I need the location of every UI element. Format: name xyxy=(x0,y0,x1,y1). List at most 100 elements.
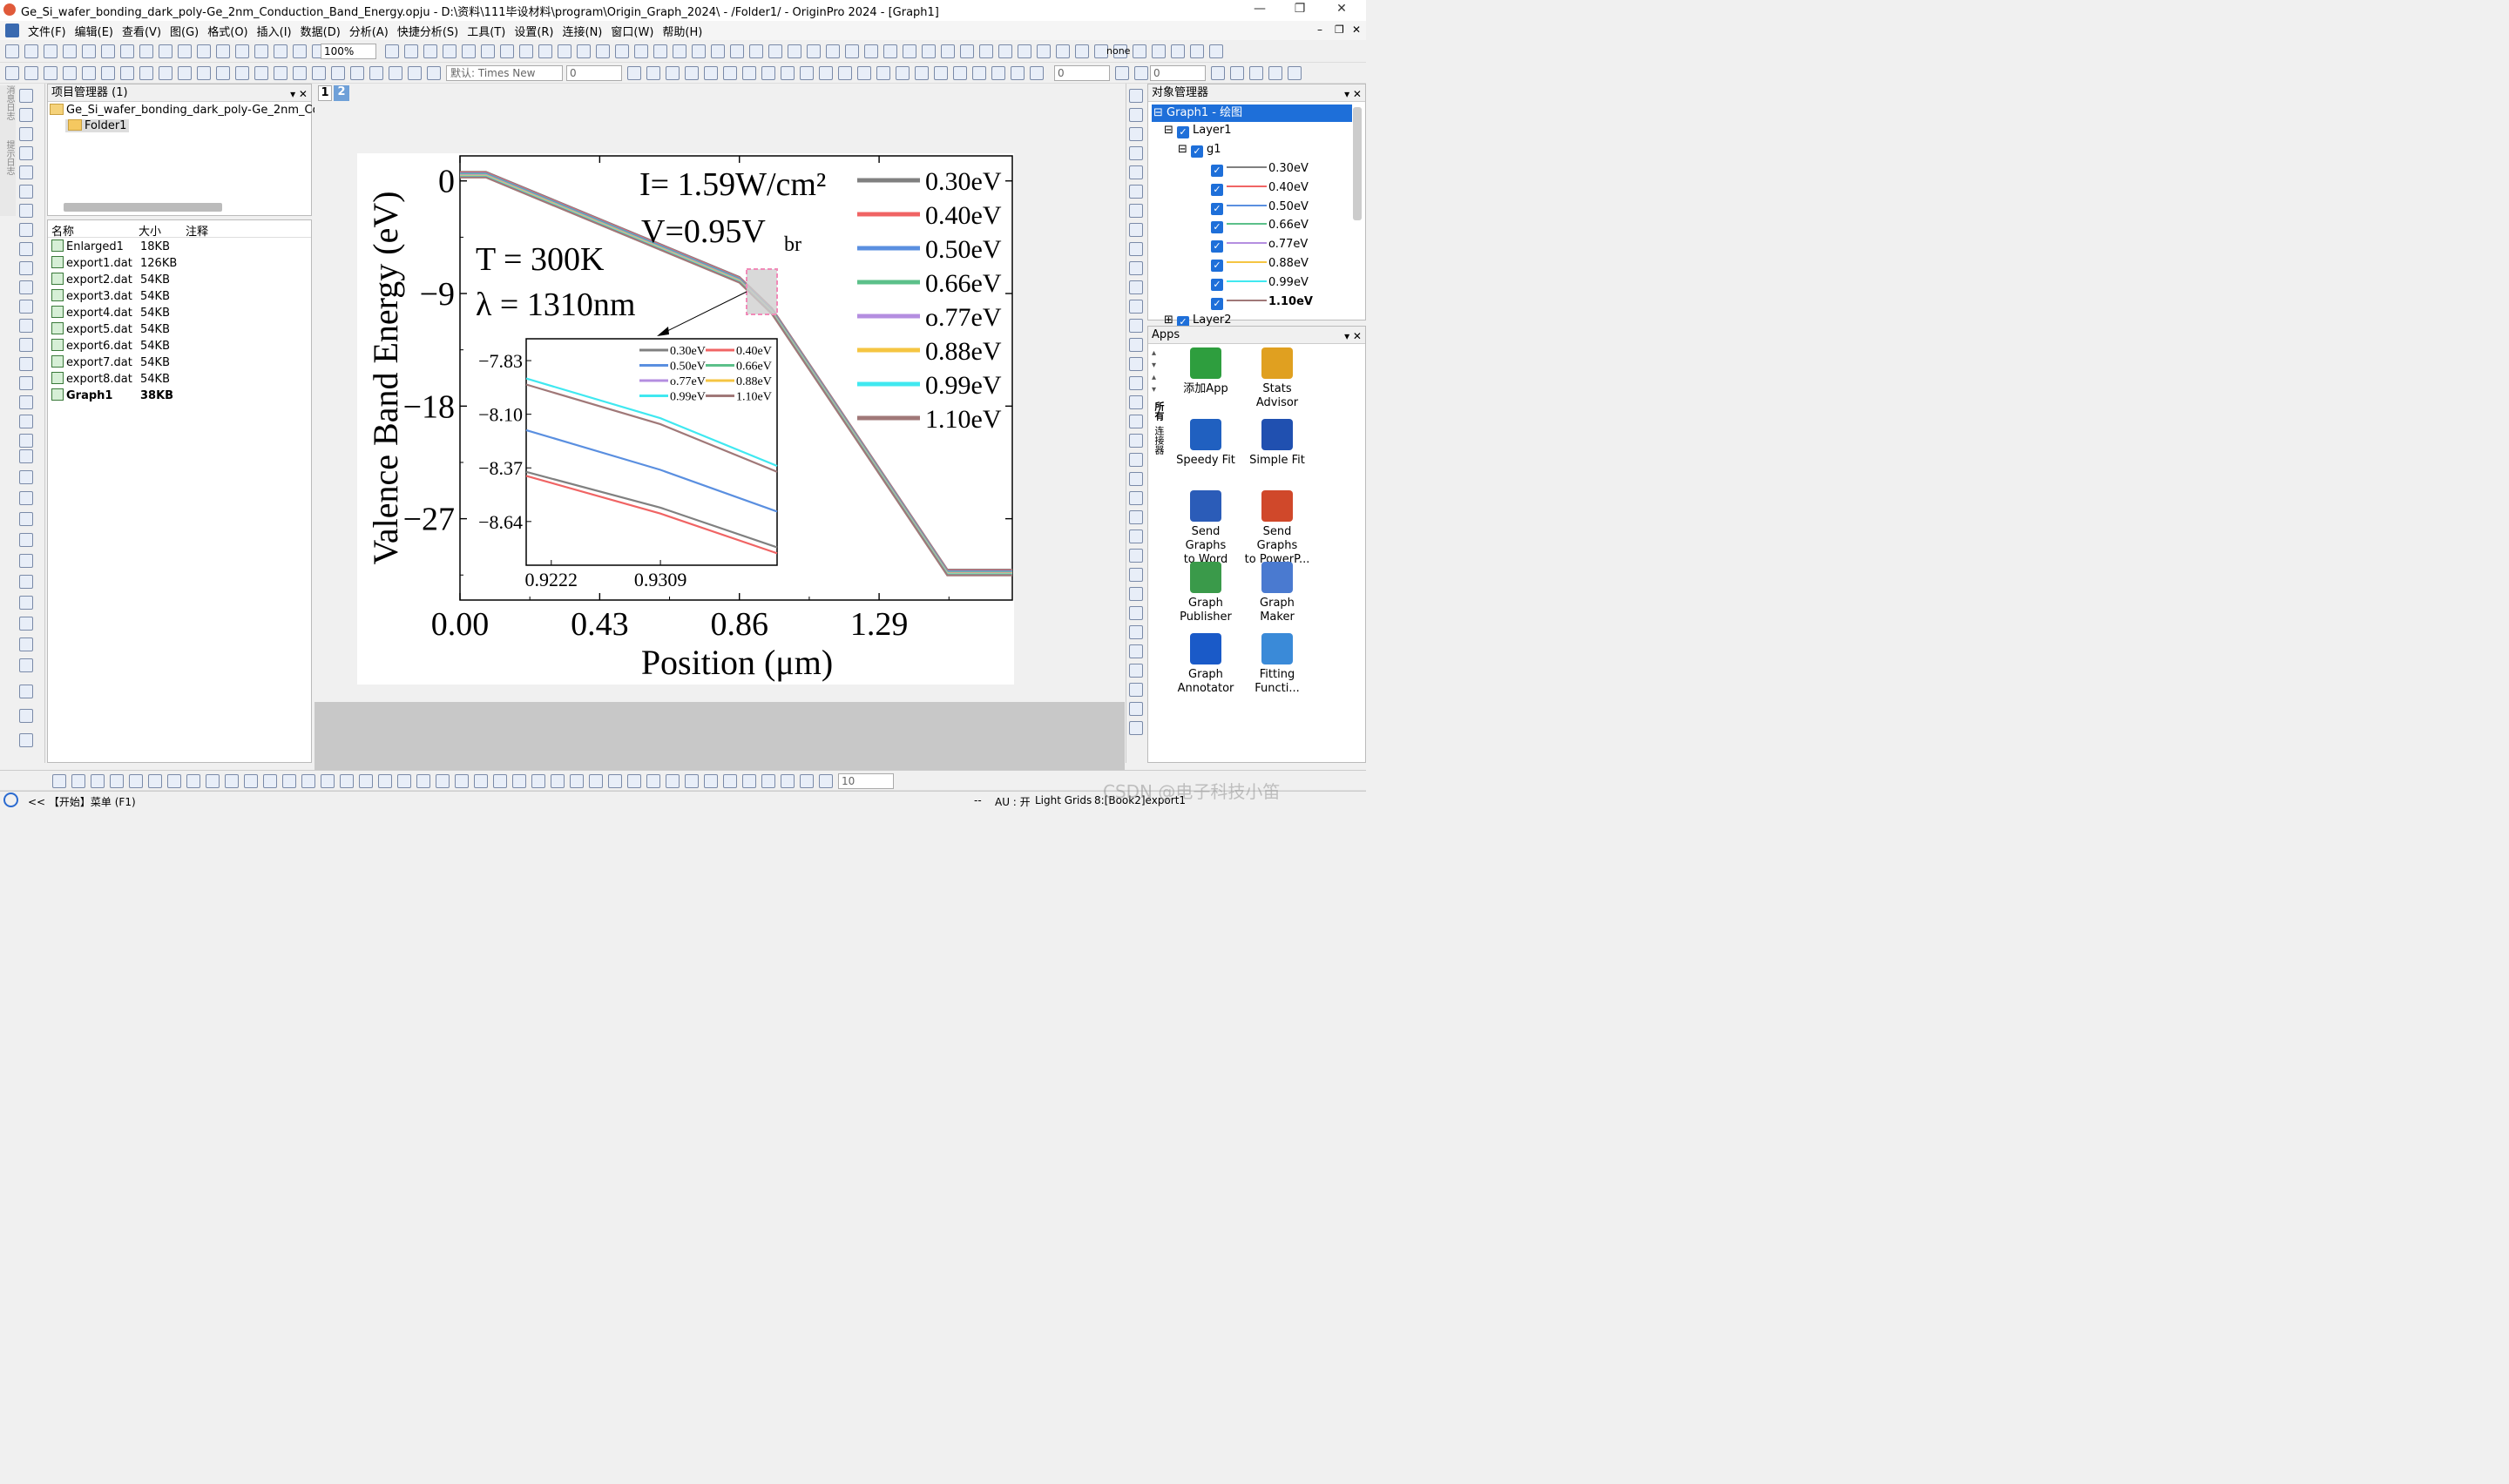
format-button-icon[interactable] xyxy=(1211,66,1225,80)
toolbar-button-icon[interactable] xyxy=(538,44,552,58)
tool-icon[interactable] xyxy=(19,395,33,409)
toolbar-button-icon[interactable] xyxy=(159,44,172,58)
tool-icon[interactable] xyxy=(19,223,33,237)
format-button-icon[interactable] xyxy=(934,66,948,80)
file-row[interactable]: export7.dat 54KB xyxy=(51,354,309,371)
format-button-icon[interactable] xyxy=(1030,66,1044,80)
bottom-tool-icon[interactable] xyxy=(110,774,124,788)
mdi-min-button[interactable]: – xyxy=(1317,24,1322,36)
plot-node[interactable]: ✓ o.77eV xyxy=(1211,238,1308,253)
bottom-tool-icon[interactable] xyxy=(781,774,795,788)
toolbar-button-icon[interactable] xyxy=(500,44,514,58)
format-button-icon[interactable] xyxy=(761,66,775,80)
format-button-icon[interactable] xyxy=(82,66,96,80)
menu-tools[interactable]: 工具(T) xyxy=(467,25,506,39)
toolbar-button-icon[interactable] xyxy=(101,44,115,58)
format-button-icon[interactable] xyxy=(120,66,134,80)
bottom-tool-icon[interactable] xyxy=(282,774,296,788)
app-tile[interactable]: Graph Maker xyxy=(1242,562,1312,624)
format-button-icon[interactable] xyxy=(646,66,660,80)
bottom-tool-icon[interactable] xyxy=(723,774,737,788)
plot-node[interactable]: ✓ 0.88eV xyxy=(1211,257,1309,272)
layer-tool-icon[interactable] xyxy=(1129,223,1143,237)
app-tile[interactable]: Send Graphs to Word xyxy=(1171,490,1241,567)
file-row[interactable]: export6.dat 54KB xyxy=(51,338,309,354)
maximize-button[interactable]: ❐ xyxy=(1294,2,1306,16)
toolbar-button-icon[interactable] xyxy=(1037,44,1051,58)
bottom-tool-icon[interactable] xyxy=(340,774,354,788)
toolbar-button-icon[interactable] xyxy=(274,44,287,58)
layer-tool-icon[interactable] xyxy=(1129,434,1143,448)
tool-icon[interactable] xyxy=(19,554,33,568)
page-tab-2[interactable]: 2 xyxy=(334,85,349,101)
menu-file[interactable]: 文件(F) xyxy=(28,25,66,39)
menu-help[interactable]: 帮助(H) xyxy=(662,25,703,39)
toolbar-button-icon[interactable] xyxy=(577,44,591,58)
group-node[interactable]: ⊟ ✓ g1 xyxy=(1178,143,1221,158)
mdi-restore-button[interactable]: ❐ xyxy=(1335,24,1344,36)
app-menu-icon[interactable] xyxy=(5,24,19,37)
tool-icon[interactable] xyxy=(19,357,33,371)
layer-tool-icon[interactable] xyxy=(1129,165,1143,179)
tool-icon[interactable] xyxy=(19,280,33,294)
format-button-icon[interactable] xyxy=(1134,66,1148,80)
toolbar-button-icon[interactable] xyxy=(941,44,955,58)
format-button-icon[interactable] xyxy=(953,66,967,80)
apps-panel-controls[interactable]: ▾ ✕ xyxy=(1344,330,1362,342)
layer-tool-icon[interactable] xyxy=(1129,357,1143,371)
bottom-tool-icon[interactable] xyxy=(206,774,220,788)
toolbar-button-icon[interactable] xyxy=(120,44,134,58)
layer-tool-icon[interactable] xyxy=(1129,89,1143,103)
toolbar-button-icon[interactable] xyxy=(1113,44,1127,58)
mdi-close-button[interactable]: ✕ xyxy=(1352,24,1362,36)
format-button-icon[interactable] xyxy=(63,66,77,80)
format-button-icon[interactable] xyxy=(704,66,718,80)
checkbox-icon[interactable]: ✓ xyxy=(1191,145,1204,158)
format-button-icon[interactable] xyxy=(389,66,402,80)
graph1-node[interactable]: ⊟ Graph1 - 绘图 xyxy=(1152,105,1352,122)
folder1-item[interactable]: Folder1 xyxy=(65,119,130,132)
tool-icon[interactable] xyxy=(19,376,33,390)
bottom-tool-icon[interactable] xyxy=(608,774,622,788)
bottom-tool-icon[interactable] xyxy=(416,774,430,788)
layer-tool-icon[interactable] xyxy=(1129,242,1143,256)
file-row[interactable]: export3.dat 54KB xyxy=(51,288,309,305)
bottom-tool-icon[interactable] xyxy=(666,774,680,788)
format-button-icon[interactable] xyxy=(254,66,268,80)
format-button-icon[interactable] xyxy=(235,66,249,80)
tool-icon[interactable] xyxy=(19,338,33,352)
toolbar-button-icon[interactable] xyxy=(1152,44,1166,58)
bottom-size-combo[interactable]: 10 xyxy=(838,773,894,789)
toolbar-button-icon[interactable] xyxy=(197,44,211,58)
bottom-tool-icon[interactable] xyxy=(531,774,545,788)
format-button-icon[interactable] xyxy=(216,66,230,80)
layer-tool-icon[interactable] xyxy=(1129,664,1143,678)
format-button-icon[interactable] xyxy=(1268,66,1282,80)
toolbar-button-icon[interactable] xyxy=(979,44,993,58)
toolbar-button-icon[interactable] xyxy=(1018,44,1031,58)
format-button-icon[interactable] xyxy=(5,66,19,80)
layer-tool-icon[interactable] xyxy=(1129,319,1143,333)
toolbar-button-icon[interactable] xyxy=(293,44,307,58)
layer2-node[interactable]: ⊞ ✓ Layer2 xyxy=(1164,314,1232,328)
tool-icon[interactable] xyxy=(19,434,33,448)
format-button-icon[interactable] xyxy=(876,66,890,80)
checkbox-icon[interactable]: ✓ xyxy=(1211,221,1223,234)
toolbar-button-icon[interactable] xyxy=(462,44,476,58)
tool-icon[interactable] xyxy=(19,512,33,526)
bottom-tool-icon[interactable] xyxy=(148,774,162,788)
toolbar-button-icon[interactable] xyxy=(5,44,19,58)
bottom-tool-icon[interactable] xyxy=(455,774,469,788)
om-scrollbar[interactable] xyxy=(1353,107,1362,220)
format-button-icon[interactable] xyxy=(666,66,680,80)
layer-tool-icon[interactable] xyxy=(1129,644,1143,658)
menu-analysis[interactable]: 分析(A) xyxy=(348,25,389,39)
toolbar-button-icon[interactable] xyxy=(653,44,667,58)
tool-icon[interactable] xyxy=(19,261,33,275)
bottom-tool-icon[interactable] xyxy=(225,774,239,788)
tool-icon[interactable] xyxy=(19,165,33,179)
format-button-icon[interactable] xyxy=(896,66,910,80)
tool-icon[interactable] xyxy=(19,449,33,463)
toolbar-button-icon[interactable] xyxy=(216,44,230,58)
toolbar-button-icon[interactable] xyxy=(404,44,418,58)
